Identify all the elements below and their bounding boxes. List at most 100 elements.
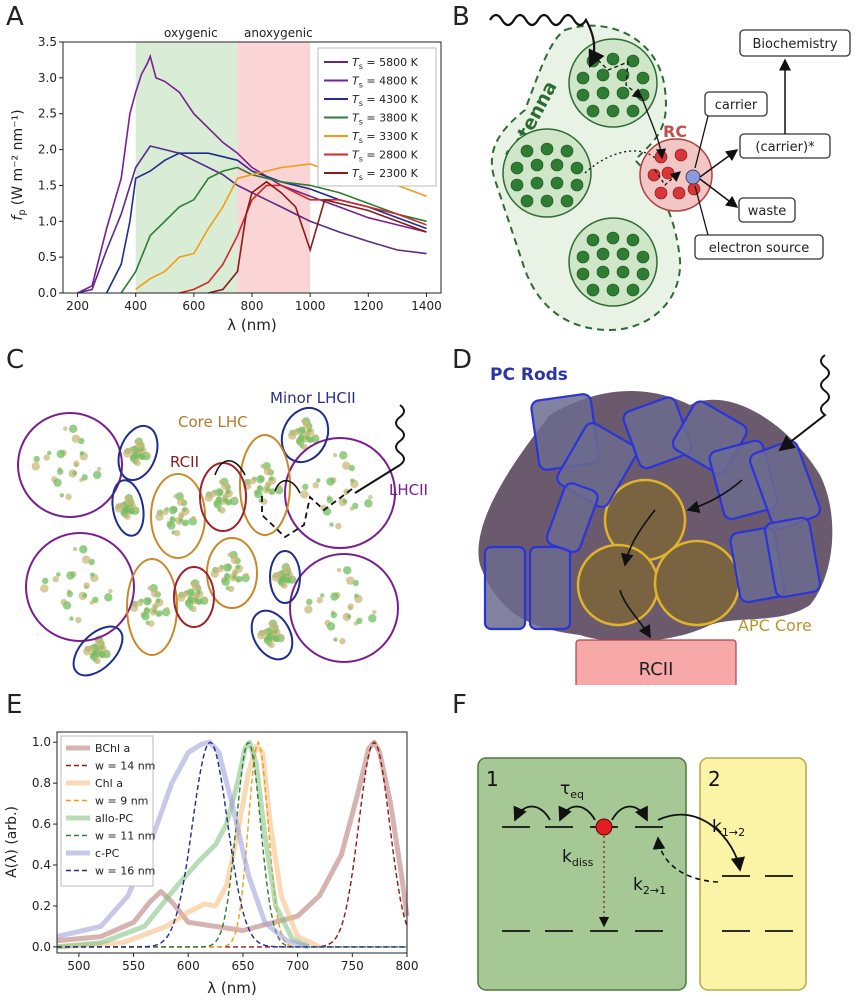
protein-texture: [162, 508, 169, 516]
panel-label-a: A: [6, 2, 24, 32]
protein-texture: [312, 482, 319, 489]
pigment-dot: [596, 86, 610, 100]
protein-texture: [43, 454, 50, 461]
protein-texture: [236, 575, 243, 583]
y-tick-label: 1.0: [38, 214, 57, 228]
protein-texture: [66, 571, 75, 580]
minor-lhcii: [117, 424, 159, 482]
x-tick-label: 500: [67, 959, 90, 973]
x-tick-label: 600: [177, 959, 200, 973]
lhcii-complex: [17, 412, 123, 518]
protein-texture: [81, 555, 91, 564]
spectrum-line-6: [56, 739, 310, 950]
protein-texture: [269, 622, 279, 631]
protein-texture: [372, 609, 377, 615]
hop-path-top: [592, 54, 644, 99]
y-tick-label: 2.5: [38, 107, 57, 121]
rc-pigment-dot: [687, 182, 701, 196]
carrier-label: carrier: [715, 98, 758, 113]
protein-texture: [278, 634, 284, 639]
protein-texture: [136, 599, 144, 607]
carrier-excited-label: (carrier)*: [755, 140, 815, 155]
protein-texture: [57, 468, 64, 475]
protein-texture: [210, 569, 220, 578]
biochemistry-box: [739, 29, 851, 57]
domain-box-2: [699, 757, 807, 991]
x-tick-label: 800: [396, 959, 419, 973]
waste-box: [738, 197, 796, 223]
pigment-dot: [606, 104, 620, 118]
panel-label-e: E: [6, 690, 23, 720]
pigment-dot: [510, 178, 524, 192]
y-tick-label: 3.0: [38, 71, 57, 85]
protein-texture: [96, 466, 102, 472]
arrow-to-carrier-excited: [699, 149, 739, 178]
protein-texture: [90, 572, 95, 577]
rcii-box: [575, 639, 737, 685]
protein-texture: [297, 426, 306, 436]
pigment-dot: [626, 54, 640, 68]
protein-texture: [332, 452, 338, 458]
protein-texture: [124, 513, 131, 520]
exciton-marker: [595, 818, 613, 836]
protein-texture: [168, 505, 178, 515]
protein-texture: [68, 424, 78, 434]
pigment-dot: [596, 247, 610, 261]
minor-lhcii: [72, 625, 124, 677]
panel-c-diagram: Core LHC Minor LHCII RCII LHCII: [17, 389, 428, 677]
protein-texture: [235, 564, 241, 570]
legend-entry: Ts = 3300 K: [352, 130, 419, 145]
arrow-to-waste: [699, 178, 739, 208]
rc-label: RC: [663, 122, 687, 141]
rcii-label: RCII: [170, 453, 199, 471]
protein-texture: [97, 651, 102, 656]
pigment-dot: [570, 161, 584, 175]
pigment-dot: [560, 194, 574, 208]
protein-texture: [191, 515, 196, 521]
protein-texture: [62, 601, 72, 610]
protein-texture: [218, 479, 224, 485]
apc-core-disc: [576, 543, 660, 627]
apc-core-disc: [653, 539, 741, 627]
protein-texture: [169, 516, 176, 523]
protein-texture: [326, 622, 336, 631]
protein-texture: [135, 440, 145, 449]
protein-texture: [52, 576, 59, 583]
pc-rods-label: PC Rods: [490, 365, 568, 385]
protein-texture: [72, 546, 78, 552]
pigment-dot: [596, 265, 610, 279]
protein-texture: [42, 577, 49, 585]
protein-texture: [133, 506, 139, 512]
y-tick-label: 1.5: [38, 178, 57, 192]
minor-lhcii: [111, 479, 145, 537]
protein-texture: [31, 462, 40, 471]
minor-lhcii: [280, 406, 330, 464]
pc-rod: [764, 516, 822, 599]
protein-texture: [364, 499, 373, 508]
protein-texture: [108, 588, 113, 594]
panel-label-b: B: [452, 2, 470, 32]
pigment-dot: [576, 88, 590, 102]
y-tick-label: 3.5: [38, 35, 57, 49]
panel-b-diagram: Antenna RC Biochemistry carrier (carrier…: [489, 13, 851, 332]
protein-texture: [244, 572, 249, 578]
k-diss-label: kdiss: [562, 847, 594, 869]
pigment-dot: [626, 233, 640, 247]
x-tick-label: 800: [241, 299, 264, 313]
pigment-dot: [586, 233, 600, 247]
legend-entry: Ts = 2800 K: [352, 149, 419, 164]
protein-texture: [33, 455, 40, 463]
label-anoxygenic: anoxygenic: [244, 26, 313, 40]
protein-texture: [354, 593, 359, 598]
series-line-0: [77, 145, 427, 294]
pigment-dot: [510, 161, 524, 175]
protein-texture: [182, 591, 189, 598]
protein-texture: [260, 463, 265, 469]
protein-texture: [284, 577, 289, 582]
protein-texture: [326, 477, 335, 486]
panel-e-chart: 500 550 600 650 700 750 800 0.0 0.2 0.4 0.6 0.8 1.0…: [4, 731, 419, 997]
protein-texture: [72, 470, 77, 476]
legend-box: [60, 735, 154, 887]
protein-texture: [271, 635, 276, 640]
pigment-dot: [576, 267, 590, 281]
